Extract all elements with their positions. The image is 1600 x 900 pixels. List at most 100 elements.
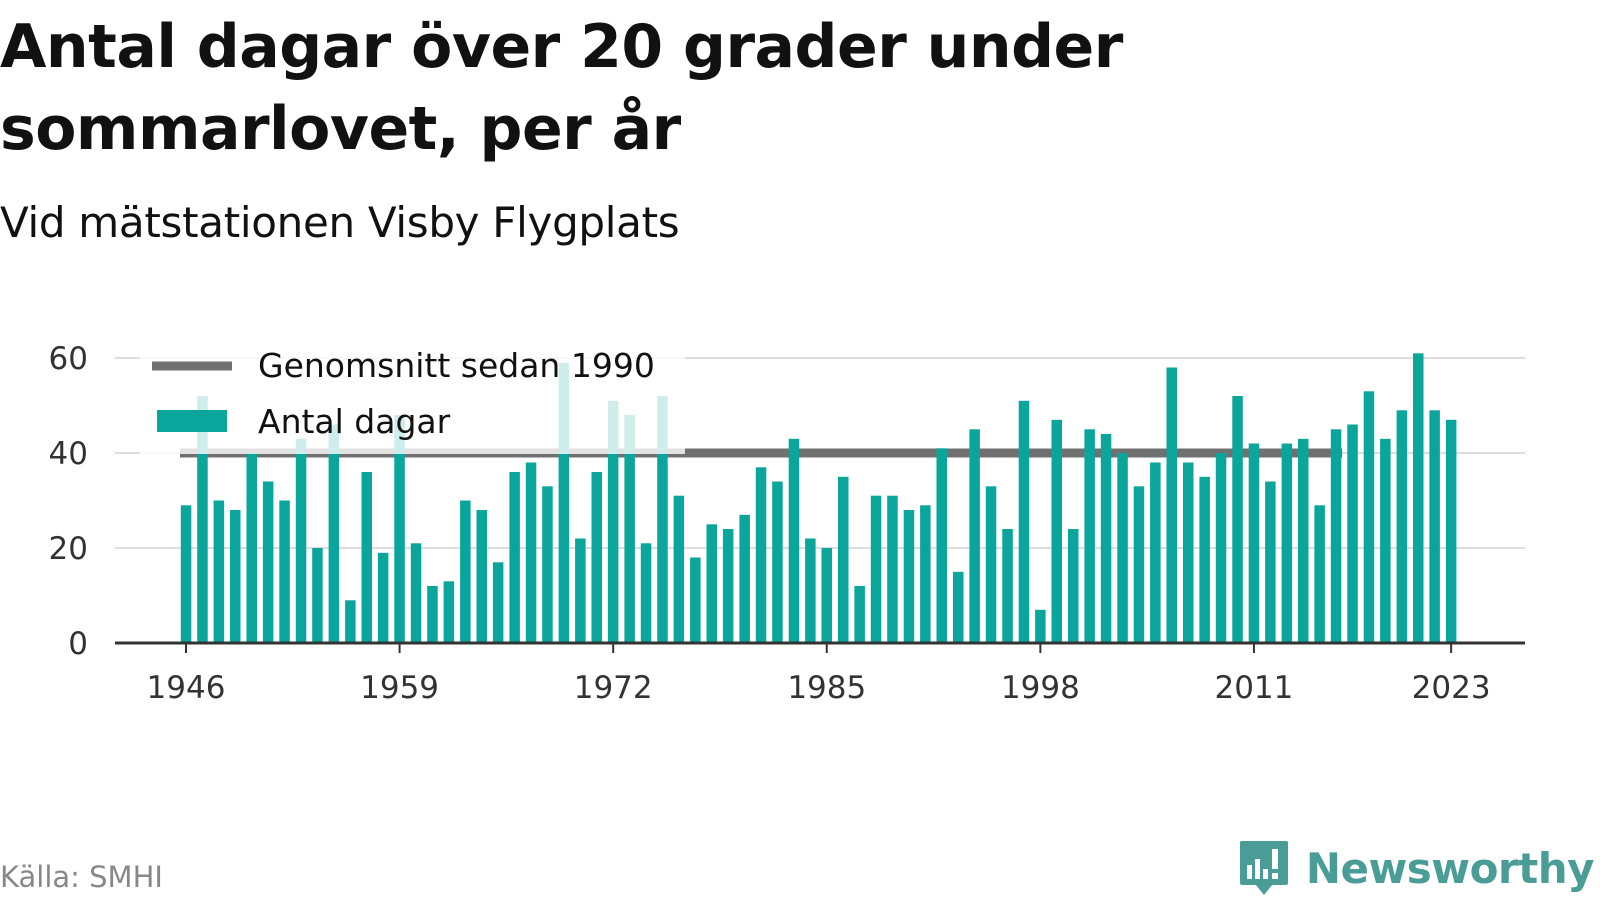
bar-2000 [1068,529,1079,643]
bar-2013 [1281,443,1293,643]
x-tick-label: 2011 [1214,670,1293,706]
bar-1971 [591,472,602,643]
bar-2006 [1166,367,1177,643]
chart-title: Antal dagar över 20 grader under sommarl… [0,12,1123,164]
x-tick-label: 1946 [147,670,226,706]
bar-1951 [262,481,274,643]
newsworthy-logo-icon [1239,841,1288,895]
bar-2021 [1413,353,1424,644]
bar-2002 [1100,434,1112,643]
source-note: Källa: SMHI [0,860,163,894]
bar-1962 [443,581,455,644]
bar-1996 [1002,529,1013,643]
bar-2020 [1396,410,1408,644]
bar-1969 [558,362,570,644]
bar-1952 [279,500,290,643]
bar-2023 [1445,419,1457,644]
bar-1976 [673,495,685,643]
legend-swatch-bars [157,410,227,432]
bar-2012 [1265,481,1276,643]
bar-series [180,353,1457,644]
bar-1964 [476,510,487,643]
bar-1997 [1018,400,1030,644]
bar-1966 [509,472,520,643]
bar-2004 [1133,486,1145,644]
bar-chart: 0 20 40 60 1946 1959 1972 1985 1998 2011 2023 Geno… [49,341,1525,706]
bar-2010 [1232,396,1243,643]
bar-1980 [739,514,750,644]
bar-1970 [575,538,586,643]
chart-subtitle: Vid mätstationen Visby Flygplats [0,198,680,247]
bar-2003 [1117,453,1128,643]
y-tick-label: 0 [68,626,88,662]
bar-1981 [755,467,767,644]
bar-1984 [805,538,816,643]
bar-1987 [854,586,865,643]
bar-1977 [690,557,701,643]
bar-1992 [936,448,947,644]
bar-1974 [640,543,652,644]
y-tick-label: 20 [49,531,88,567]
bar-1960 [410,543,422,644]
bar-2015 [1314,505,1325,644]
bar-1983 [788,438,800,644]
bar-1946 [180,505,192,644]
bar-1995 [985,486,997,644]
bar-2008 [1199,476,1210,644]
bar-2005 [1150,462,1161,643]
bar-1998 [1035,609,1046,644]
bar-1978 [706,524,717,644]
legend-label-average: Genomsnitt sedan 1990 [258,346,655,385]
x-tick-label: 1985 [787,670,866,706]
bar-1993 [953,571,964,644]
brand-logo[interactable]: Newsworthy [1238,838,1595,898]
brand-name: Newsworthy [1305,843,1595,893]
bar-1999 [1051,419,1062,644]
bar-2007 [1183,462,1194,643]
bar-1961 [427,586,438,643]
x-tick-label: 2023 [1412,670,1491,706]
bar-2011 [1248,443,1260,643]
bar-2019 [1380,438,1391,644]
y-tick-label: 40 [49,436,88,472]
bar-1953 [295,438,307,644]
bar-1954 [312,548,323,643]
bar-1948 [213,500,225,643]
bar-1989 [887,495,898,643]
bar-1956 [345,600,356,644]
bar-2017 [1347,424,1358,643]
bar-2022 [1429,410,1440,644]
bar-1957 [361,472,372,643]
bar-1973 [624,415,635,643]
x-tick-label: 1959 [360,670,439,706]
bar-1985 [821,548,832,643]
bar-1963 [460,500,471,643]
bar-2009 [1215,453,1227,643]
legend: Genomsnitt sedan 1990 Antal dagar [140,342,685,454]
bar-1990 [903,510,915,643]
bar-1986 [838,476,849,644]
axes: 0 20 40 60 1946 1959 1972 1985 1998 2011 2023 [49,341,1525,706]
bar-1955 [328,424,340,643]
bar-2014 [1298,438,1309,644]
bar-1979 [722,529,734,643]
bar-2016 [1330,429,1342,644]
bar-1965 [492,562,504,644]
bar-1947 [197,396,208,643]
legend-background [140,342,685,454]
bar-1949 [230,510,241,643]
bar-1982 [772,481,783,643]
bar-1972 [607,400,619,644]
y-tick-label: 60 [49,341,88,377]
bar-1950 [246,453,257,643]
bar-1994 [969,429,980,644]
bar-1959 [394,415,405,643]
bar-1968 [542,486,553,644]
bar-1988 [870,495,882,643]
bar-2018 [1363,391,1375,644]
x-tick-label: 1998 [1001,670,1080,706]
bar-1967 [525,462,537,643]
x-tick-label: 1972 [574,670,653,706]
bar-1958 [377,552,389,644]
bar-1975 [657,396,668,643]
